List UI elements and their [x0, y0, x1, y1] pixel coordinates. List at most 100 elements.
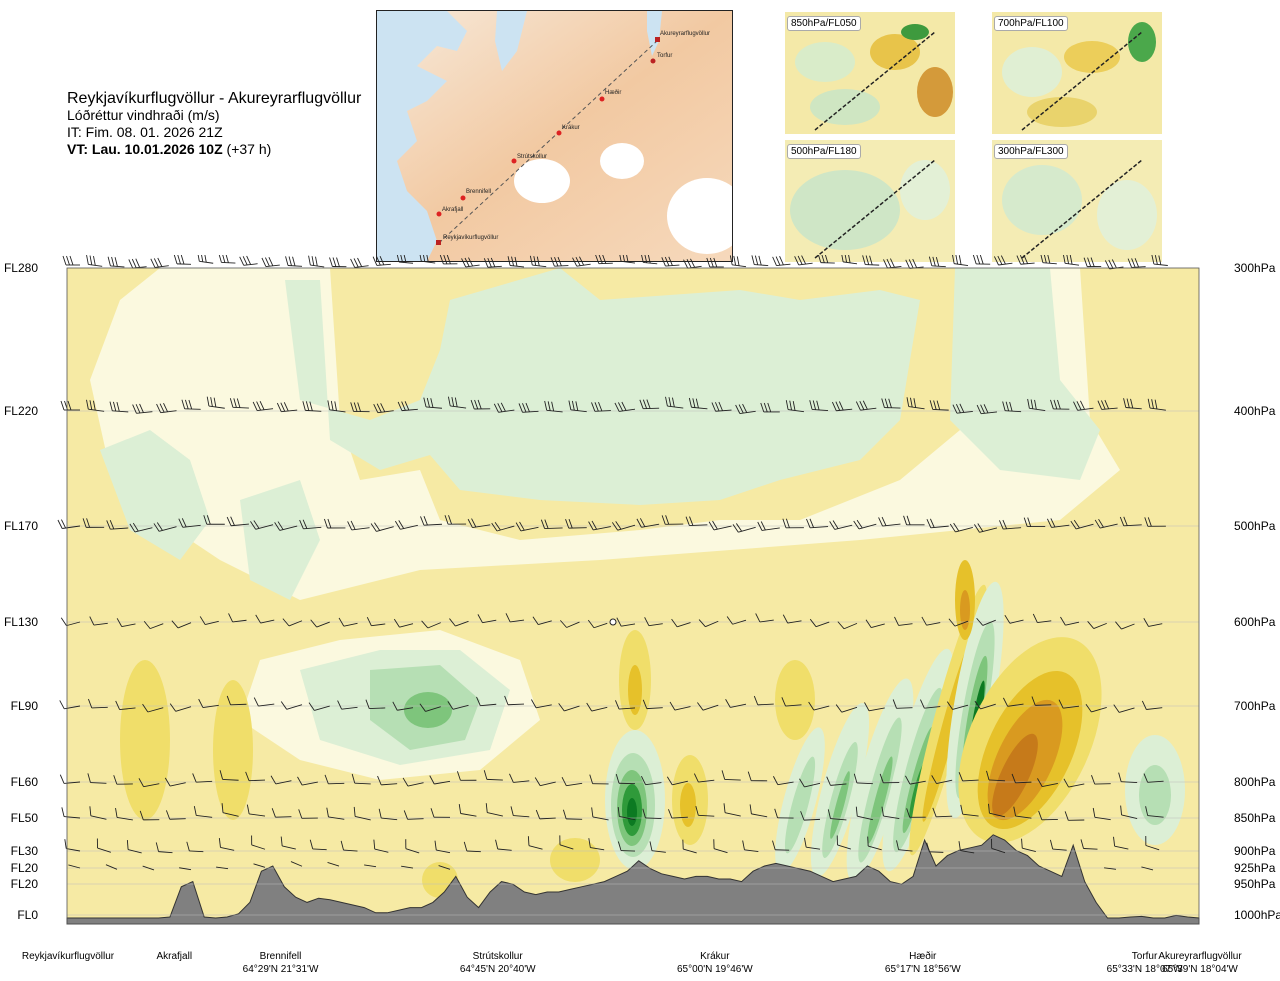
- wind-barb: [1083, 257, 1102, 268]
- valid-time-offset: (+37 h): [226, 141, 272, 157]
- wind-barb: [1027, 398, 1046, 411]
- map-patch: [1002, 47, 1062, 97]
- wind-barb: [216, 866, 229, 870]
- wind-barb: [881, 806, 900, 820]
- waypoint-marker: [460, 195, 466, 201]
- wind-barb: [1063, 778, 1085, 788]
- wind-barb: [153, 522, 177, 532]
- wind-barb: [639, 399, 660, 410]
- sea-west: [377, 11, 467, 261]
- wind-barb: [806, 518, 829, 529]
- route-title: Reykjavíkurflugvöllur - Akureyrarflugvöl…: [67, 90, 362, 107]
- wind-barb: [781, 697, 802, 707]
- wind-barb: [327, 400, 346, 413]
- wind-barb: [1113, 836, 1129, 850]
- contour-downward-e: [775, 660, 815, 740]
- wind-barb: [976, 404, 998, 415]
- route-point-name: Torfur: [1131, 951, 1158, 962]
- wind-barb: [661, 256, 680, 267]
- wind-barb: [219, 770, 239, 781]
- wind-barb: [393, 618, 414, 628]
- contour-upward-light: [285, 268, 920, 505]
- wind-barb: [587, 619, 608, 629]
- wind-barb: [903, 515, 925, 526]
- wind-barb: [617, 841, 636, 852]
- map-patch: [810, 89, 880, 125]
- fl-label: FL90: [10, 699, 38, 713]
- wind-barb: [640, 255, 658, 265]
- fl-label: FL20: [10, 877, 38, 891]
- wind-barb: [1038, 810, 1058, 821]
- wind-barb: [661, 515, 684, 525]
- wind-barb: [372, 255, 391, 266]
- wind-barb: [1002, 401, 1022, 413]
- hpa-label: 900hPa: [1234, 844, 1276, 858]
- fl-label: FL30: [10, 844, 38, 858]
- fl-label: FL20: [10, 861, 38, 875]
- wind-barb: [1040, 255, 1057, 265]
- wind-barb: [218, 255, 236, 264]
- wind-barb: [853, 519, 877, 530]
- level-map-label: 500hPa/FL180: [787, 144, 861, 159]
- wind-barb: [774, 808, 794, 819]
- wind-barb: [986, 770, 1006, 782]
- wind-barb: [1104, 259, 1124, 270]
- route-map: Akureyrarflugvöllur Torfur Hæðir Krákur …: [376, 10, 733, 262]
- route-waypoints: Akureyrarflugvöllur Torfur Hæðir Krákur …: [436, 31, 710, 245]
- wind-barb: [401, 865, 414, 869]
- level-map-label: 700hPa/FL100: [994, 16, 1068, 31]
- wind-barb: [402, 777, 424, 787]
- wind-barb: [351, 773, 371, 785]
- wind-barb: [826, 776, 847, 786]
- wind-barb: [132, 403, 153, 414]
- wind-barb: [749, 804, 768, 818]
- fl-label: FL280: [3, 261, 38, 275]
- wind-barb: [1115, 621, 1135, 630]
- level-map-500-svg: [785, 140, 955, 262]
- wind-barb: [991, 838, 1006, 854]
- wind-barb: [711, 401, 732, 412]
- wind-barb: [246, 804, 266, 817]
- wind-barb: [904, 775, 926, 785]
- wind-barb: [197, 255, 214, 264]
- waypoint-marker: [436, 240, 441, 245]
- wind-barb: [837, 621, 858, 630]
- wind-barb: [747, 771, 768, 782]
- wind-barb: [559, 620, 580, 628]
- wind-barb: [96, 838, 111, 853]
- wind-barb: [666, 776, 688, 786]
- wind-barb: [505, 613, 525, 623]
- wind-barb: [458, 804, 477, 817]
- valid-time-label: VT: Lau. 10.01.2026 10Z: [67, 141, 223, 157]
- wind-barb: [129, 522, 153, 533]
- wind-barb: [340, 840, 358, 852]
- wind-barb: [800, 811, 821, 821]
- route-point-coord: 65°39'N 18°04'W: [1162, 964, 1238, 975]
- wind-barb: [113, 775, 133, 785]
- wind-barb: [245, 771, 266, 782]
- waypoint-marker: [599, 96, 605, 102]
- wind-barb: [193, 806, 213, 818]
- hpa-label: 300hPa: [1234, 261, 1276, 275]
- wind-barb: [1064, 811, 1085, 821]
- wind-barb: [642, 699, 663, 710]
- wind-barb: [370, 522, 394, 532]
- wind-barb: [60, 617, 81, 627]
- contour-upward-left: [100, 430, 210, 560]
- fl-label: FL60: [10, 775, 38, 789]
- wind-barb: [430, 808, 451, 818]
- level-map-700-svg: [992, 12, 1162, 134]
- wind-barb: [636, 518, 660, 528]
- wind-barb: [532, 616, 552, 626]
- wind-barb: [491, 521, 515, 532]
- glacier-langjokull: [514, 159, 570, 203]
- wind-barb: [329, 257, 347, 268]
- wind-barb: [591, 807, 609, 821]
- wind-barb: [713, 839, 728, 854]
- wind-barb: [1091, 775, 1111, 785]
- wind-barb: [951, 255, 969, 266]
- wind-barb: [467, 518, 491, 528]
- wind-barb: [173, 255, 192, 265]
- route-point-name: Akureyrarflugvöllur: [1158, 951, 1242, 962]
- wind-barb: [253, 863, 266, 868]
